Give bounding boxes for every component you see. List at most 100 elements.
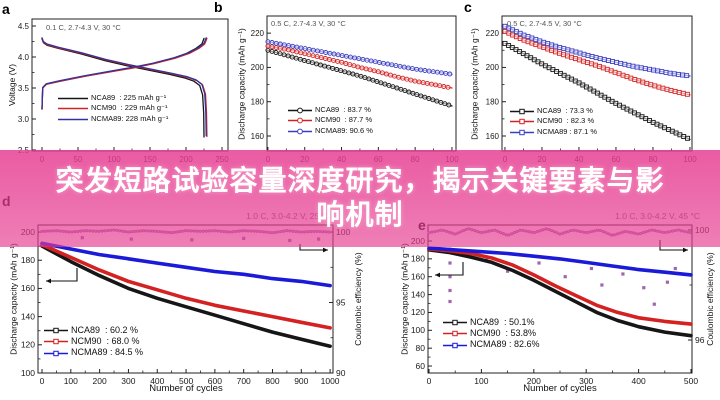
marker <box>441 84 447 89</box>
y-tick-label: 220 <box>486 29 500 38</box>
marker <box>310 53 316 59</box>
marker <box>651 67 657 73</box>
marker <box>667 70 673 76</box>
arrow-head <box>683 247 688 253</box>
axis-pointer-arrow <box>46 268 78 282</box>
marker <box>363 66 369 72</box>
x-tick-label: 300 <box>121 376 135 386</box>
x-tick-label: 100 <box>64 376 78 386</box>
marker <box>376 60 382 65</box>
marker <box>430 97 436 103</box>
series-NCMA89 <box>40 241 332 288</box>
x-tick-label: 200 <box>527 376 541 386</box>
x-tick-label: 0 <box>40 376 45 386</box>
marker <box>290 48 296 54</box>
marker <box>418 93 424 99</box>
panel-label-a: a <box>2 1 10 17</box>
x-tick-label: 400 <box>632 376 646 386</box>
marker <box>367 67 373 73</box>
x-tick-label: 200 <box>93 376 107 386</box>
panel-d: 0 100 200 300 400 500 600 700 800 900 1000 100 120 14… <box>0 192 380 400</box>
marker <box>273 45 279 50</box>
marker <box>549 42 555 48</box>
marker <box>553 43 559 49</box>
x-tick-label: 1000 <box>321 376 340 386</box>
legend-entry: NCA89 : 73.3 % <box>510 106 597 116</box>
legend-label: NCM90 : 68.0 % <box>71 335 140 346</box>
legend-entry: NCM90 : 229 mAh g⁻¹ <box>58 104 168 113</box>
marker <box>426 68 432 74</box>
marker <box>352 55 358 61</box>
series-NCM90 <box>427 247 693 326</box>
banner-title-line1: 突发短路试验容量深度研究，揭示关键要素与影 <box>55 165 665 196</box>
legend-sample-line <box>58 97 88 99</box>
marker <box>335 58 341 64</box>
marker <box>406 89 412 95</box>
chart-d-plot: 0 100 200 300 400 500 600 700 800 900 1000 100 120 14… <box>21 224 350 386</box>
legend-sample-line <box>44 339 68 345</box>
series-NCM90 <box>40 242 332 330</box>
chart-c-plot: 020406080100160180200220 <box>486 15 697 164</box>
marker <box>422 94 428 100</box>
marker <box>614 59 620 65</box>
marker <box>672 88 678 94</box>
marker <box>644 80 650 86</box>
marker <box>662 125 668 131</box>
legend-label: NCA89 : 50.1% <box>470 316 535 327</box>
marker <box>545 41 551 47</box>
legend-sample-line <box>288 107 312 113</box>
marker <box>537 38 543 44</box>
marker <box>533 36 539 42</box>
y-tick-label: 60 <box>416 361 426 371</box>
marker <box>601 57 607 63</box>
marker <box>397 63 403 69</box>
marker <box>549 47 555 53</box>
marker <box>277 45 283 51</box>
marker <box>269 44 275 50</box>
marker <box>561 52 566 58</box>
marker <box>366 76 372 82</box>
legend-sample-line <box>443 319 467 326</box>
marker <box>426 96 432 101</box>
marker <box>680 72 686 78</box>
marker <box>580 58 586 64</box>
marker <box>381 60 386 66</box>
marker <box>359 65 365 71</box>
marker <box>652 83 658 89</box>
y-tick-label: 140 <box>21 311 35 321</box>
marker <box>314 61 319 67</box>
marker <box>358 73 364 79</box>
legend-sample-line <box>44 327 68 334</box>
panel-a: 0501001502002502.53.03.54.04.5 a 0.1 C, … <box>0 0 240 170</box>
chart-e-ylabel: Discharge capacity (mAh g⁻¹) <box>399 243 410 355</box>
marker <box>442 101 448 107</box>
marker <box>390 84 396 90</box>
marker <box>429 81 434 87</box>
marker <box>368 58 374 64</box>
y-tick-label: 160 <box>411 272 425 282</box>
marker <box>447 71 453 77</box>
marker <box>572 56 578 62</box>
marker <box>660 85 666 91</box>
marker <box>386 82 392 88</box>
chart-a-condition: 0.1 C, 2.7-4.3 V, 30 °C <box>46 23 121 32</box>
marker <box>277 41 283 47</box>
series-NCMA89-discharge <box>41 37 207 137</box>
legend-sample-line <box>510 129 534 135</box>
chart-b-ylabel: Discharge capacity (mAh g⁻¹) <box>236 28 247 140</box>
arrow-head <box>46 278 51 284</box>
x-tick-label: 300 <box>579 376 593 386</box>
marker <box>416 79 422 85</box>
x-tick-label: 400 <box>150 376 164 386</box>
marker <box>448 288 452 293</box>
legend-entry: NCA89 : 83.7 % <box>288 105 373 115</box>
plot-frame <box>427 224 693 374</box>
marker <box>351 63 357 69</box>
x-tick-label: 0 <box>427 376 432 386</box>
legend-entry: NCMA89: 228 mAh g⁻¹ <box>58 113 169 124</box>
marker <box>600 283 604 287</box>
legend-label: NCMA89: 228 mAh g⁻¹ <box>91 113 169 123</box>
marker <box>356 56 362 62</box>
marker <box>593 55 599 61</box>
